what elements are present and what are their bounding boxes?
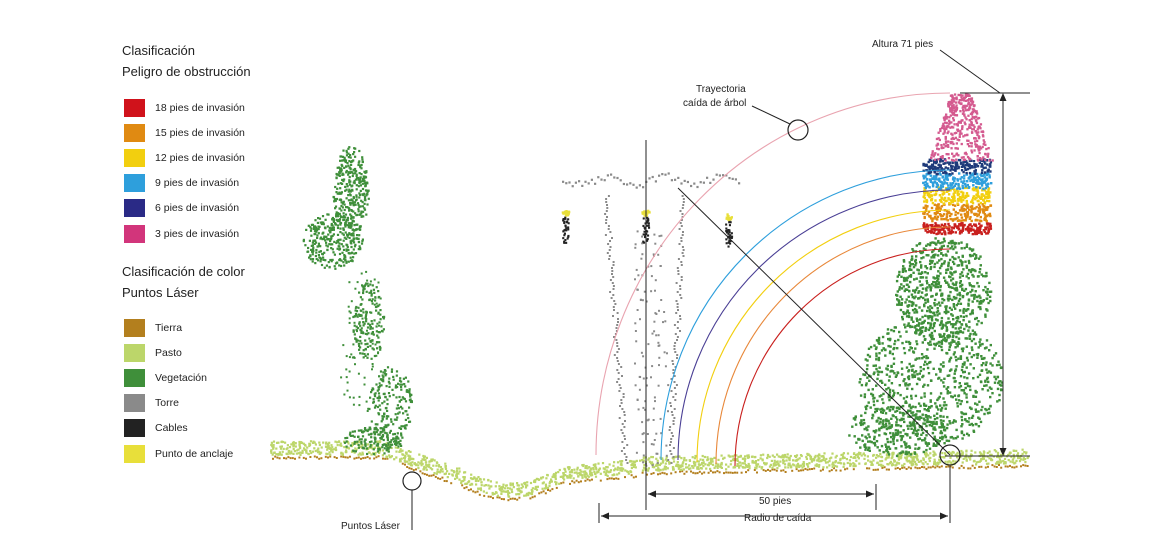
tree-band-orange: [922, 203, 993, 223]
height-arrow-top: [999, 93, 1007, 101]
obstruction-legend-title-line2: Peligro de obstrucción: [122, 64, 251, 79]
tree-band-yellow: [922, 186, 992, 205]
legend-label-anchor: Punto de anclaje: [155, 447, 234, 460]
laser-legend-item-anchor: Punto de anclaje: [124, 441, 233, 466]
legend-label-3-feet: 3 pies de invasión: [155, 227, 240, 240]
fall-radius-label: Radio de caída: [744, 513, 812, 524]
swatch-6-feet: [124, 199, 145, 218]
obstruction-legend-item-3: 3 pies de invasión: [124, 221, 245, 246]
swatch-ground: [124, 318, 145, 337]
legend-label-ground: Tierra: [155, 321, 183, 334]
swatch-vegetation: [124, 368, 145, 387]
tree-fall-trajectory-arc: [595, 92, 951, 456]
swatch-15-feet: [124, 123, 145, 142]
height-label-leader: [939, 49, 1001, 94]
swatch-tower: [124, 394, 145, 413]
anchor-points: [561, 209, 733, 222]
legend-label-grass: Pasto: [155, 346, 182, 359]
obstruction-legend-item-18: 18 pies de invasión: [124, 95, 245, 120]
swatch-3-feet: [124, 224, 145, 243]
tree-height-label: Altura 71 pies: [872, 39, 933, 50]
clearance-arc-12-feet: [696, 209, 951, 463]
legend-label-15-feet: 15 pies de invasión: [155, 126, 245, 139]
vegetation-left-tree: [302, 146, 413, 456]
distance-50-arrow-left: [648, 490, 656, 498]
swatch-anchor: [124, 444, 145, 463]
obstruction-legend-title-line1: Clasificación: [122, 43, 195, 58]
laser-legend-item-tower: Torre: [124, 391, 233, 416]
obstruction-legend-item-15: 15 pies de invasión: [124, 120, 245, 145]
legend-label-9-feet: 9 pies de invasión: [155, 177, 240, 190]
tree-band-red: [922, 222, 993, 236]
trajectory-marker-circle: [787, 119, 809, 141]
obstruction-legend: 18 pies de invasión 15 pies de invasión …: [124, 95, 245, 246]
clearance-arc-6-feet: [677, 189, 951, 461]
swatch-9-feet: [124, 174, 145, 193]
legend-label-12-feet: 12 pies de invasión: [155, 151, 245, 164]
distance-50-label: 50 pies: [759, 496, 791, 507]
fall-path-label-line2: caída de árbol: [683, 98, 746, 109]
obstruction-legend-title: Clasificación Peligro de obstrucción: [122, 40, 251, 82]
legend-label-18-feet: 18 pies de invasión: [155, 101, 245, 114]
tree-top-points: [930, 93, 994, 162]
laser-points-marker-circle: [402, 471, 422, 491]
fall-diagonal-line: [677, 187, 951, 456]
laser-legend-item-grass: Pasto: [124, 340, 233, 365]
tree-band-blue: [922, 172, 993, 191]
laser-points-label: Puntos Láser: [341, 521, 401, 532]
swatch-cables: [124, 419, 145, 438]
tree-band-dark: [922, 158, 993, 176]
height-arrow-bottom: [999, 448, 1007, 456]
clearance-arc-15-feet: [715, 226, 951, 465]
trajectory-leader: [751, 105, 791, 125]
swatch-12-feet: [124, 148, 145, 167]
fall-radius-arrow-left: [601, 512, 609, 520]
obstruction-legend-item-6: 6 pies de invasión: [124, 196, 245, 221]
tower-points: [562, 172, 741, 467]
laser-legend-item-ground: Tierra: [124, 315, 233, 340]
obstruction-legend-item-9: 9 pies de invasión: [124, 171, 245, 196]
ground-points: [272, 455, 1029, 502]
laser-legend-title: Clasificación de color Puntos Láser: [122, 261, 245, 303]
laser-legend: Tierra Pasto Vegetación Torre Cables Pun…: [124, 315, 233, 466]
distance-50-arrow-right: [866, 490, 874, 498]
legend-label-6-feet: 6 pies de invasión: [155, 202, 240, 215]
swatch-18-feet: [124, 98, 145, 117]
laser-legend-item-vegetation: Vegetación: [124, 365, 233, 390]
laser-legend-item-cables: Cables: [124, 416, 233, 441]
obstruction-legend-item-12: 12 pies de invasión: [124, 145, 245, 170]
laser-point-cloud: [270, 93, 1030, 502]
legend-label-tower: Torre: [155, 397, 179, 410]
clearance-arc-18-feet: [734, 248, 951, 467]
grass-points: [270, 440, 1030, 498]
vegetation-right-tree: [848, 237, 1004, 458]
fall-radius-arrow-right: [940, 512, 948, 520]
laser-legend-title-line2: Puntos Láser: [122, 285, 199, 300]
legend-label-vegetation: Vegetación: [155, 371, 207, 384]
laser-legend-title-line1: Clasificación de color: [122, 264, 245, 279]
legend-label-cables: Cables: [155, 422, 188, 435]
tree-base-marker-circle: [939, 444, 961, 466]
swatch-grass: [124, 343, 145, 362]
fall-path-label-line1: Trayectoria: [696, 84, 746, 95]
cable-points: [562, 216, 734, 248]
